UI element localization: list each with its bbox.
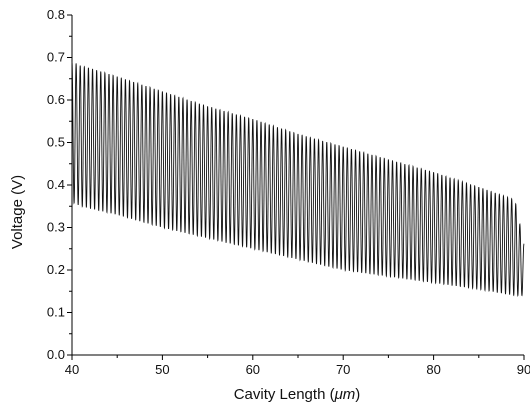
x-tick-label: 80 bbox=[426, 362, 440, 377]
y-axis-label: Voltage (V) bbox=[9, 175, 26, 249]
y-tick-label: 0.0 bbox=[47, 347, 65, 362]
x-axis-label-suffix: ) bbox=[355, 386, 360, 403]
x-axis-label-prefix: Cavity Length ( bbox=[234, 386, 335, 403]
x-axis: 40 50 60 70 80 90 bbox=[65, 355, 530, 377]
x-tick-label: 90 bbox=[517, 362, 530, 377]
x-tick-label: 40 bbox=[65, 362, 79, 377]
y-tick-label: 0.8 bbox=[47, 7, 65, 22]
y-tick-label: 0.6 bbox=[47, 92, 65, 107]
y-tick-label: 0.4 bbox=[47, 177, 65, 192]
x-tick-label: 70 bbox=[336, 362, 350, 377]
y-tick-label: 0.1 bbox=[47, 305, 65, 320]
y-tick-label: 0.5 bbox=[47, 135, 65, 150]
plot-frame bbox=[71, 15, 524, 356]
x-tick-label: 50 bbox=[155, 362, 169, 377]
x-tick-label: 60 bbox=[246, 362, 260, 377]
voltage-series-line bbox=[71, 61, 525, 297]
y-tick-label: 0.2 bbox=[47, 262, 65, 277]
y-tick-label: 0.7 bbox=[47, 50, 65, 65]
y-axis: 0.0 0.1 0.2 0.3 0.4 0.5 0.6 0.7 0.8 bbox=[47, 7, 72, 362]
y-tick-label: 0.3 bbox=[47, 220, 65, 235]
series-layer bbox=[71, 61, 525, 297]
x-axis-label: Cavity Length (μm) bbox=[234, 386, 361, 403]
x-axis-label-unit: μm bbox=[334, 386, 356, 403]
